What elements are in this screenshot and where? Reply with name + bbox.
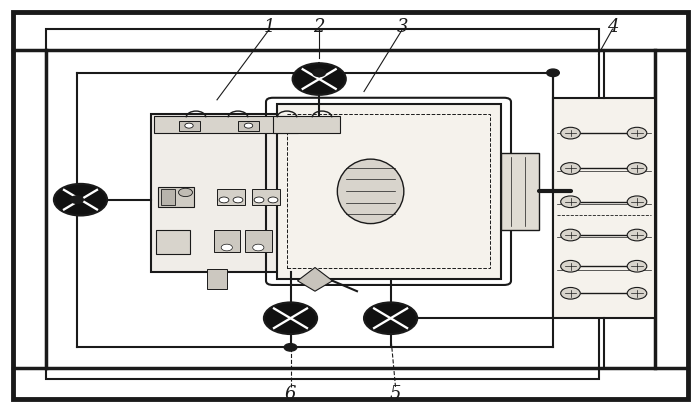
Circle shape (561, 163, 580, 174)
Ellipse shape (337, 159, 404, 224)
Circle shape (561, 127, 580, 139)
Bar (156, 230, 190, 254)
Circle shape (219, 197, 229, 203)
Circle shape (364, 302, 417, 334)
Text: 6: 6 (285, 385, 296, 404)
Circle shape (627, 163, 647, 174)
Polygon shape (298, 267, 332, 291)
Circle shape (268, 197, 278, 203)
Circle shape (561, 260, 580, 272)
Circle shape (547, 69, 559, 77)
Circle shape (54, 184, 107, 215)
Bar (161, 189, 175, 205)
Circle shape (254, 197, 264, 203)
Bar (206, 269, 228, 289)
Circle shape (221, 244, 232, 251)
Circle shape (627, 260, 647, 272)
Bar (276, 104, 500, 279)
Circle shape (627, 229, 647, 241)
Bar (217, 189, 245, 205)
Circle shape (233, 197, 243, 203)
Bar (214, 230, 240, 252)
Text: 2: 2 (313, 18, 324, 36)
Bar (500, 153, 539, 230)
Bar (238, 121, 259, 131)
Circle shape (561, 229, 580, 241)
Bar (158, 187, 194, 207)
Bar (46, 29, 598, 379)
Bar (287, 114, 490, 268)
Circle shape (313, 69, 326, 77)
Bar (245, 230, 272, 252)
Circle shape (293, 63, 346, 95)
Circle shape (561, 196, 580, 208)
Circle shape (627, 127, 647, 139)
Circle shape (244, 123, 253, 128)
Bar (154, 116, 298, 133)
Circle shape (185, 123, 193, 128)
Circle shape (264, 302, 317, 334)
Circle shape (561, 287, 580, 299)
Circle shape (627, 287, 647, 299)
Bar (553, 98, 654, 318)
Bar (252, 189, 280, 205)
Bar (178, 121, 199, 131)
Text: 1: 1 (264, 18, 275, 36)
Circle shape (627, 196, 647, 208)
Circle shape (178, 188, 192, 197)
Bar (273, 116, 340, 133)
Text: 5: 5 (390, 385, 401, 404)
Text: 3: 3 (397, 18, 408, 36)
Circle shape (253, 244, 264, 251)
Bar (150, 114, 301, 272)
Circle shape (284, 344, 297, 351)
Text: 4: 4 (607, 18, 618, 36)
Circle shape (71, 196, 83, 203)
